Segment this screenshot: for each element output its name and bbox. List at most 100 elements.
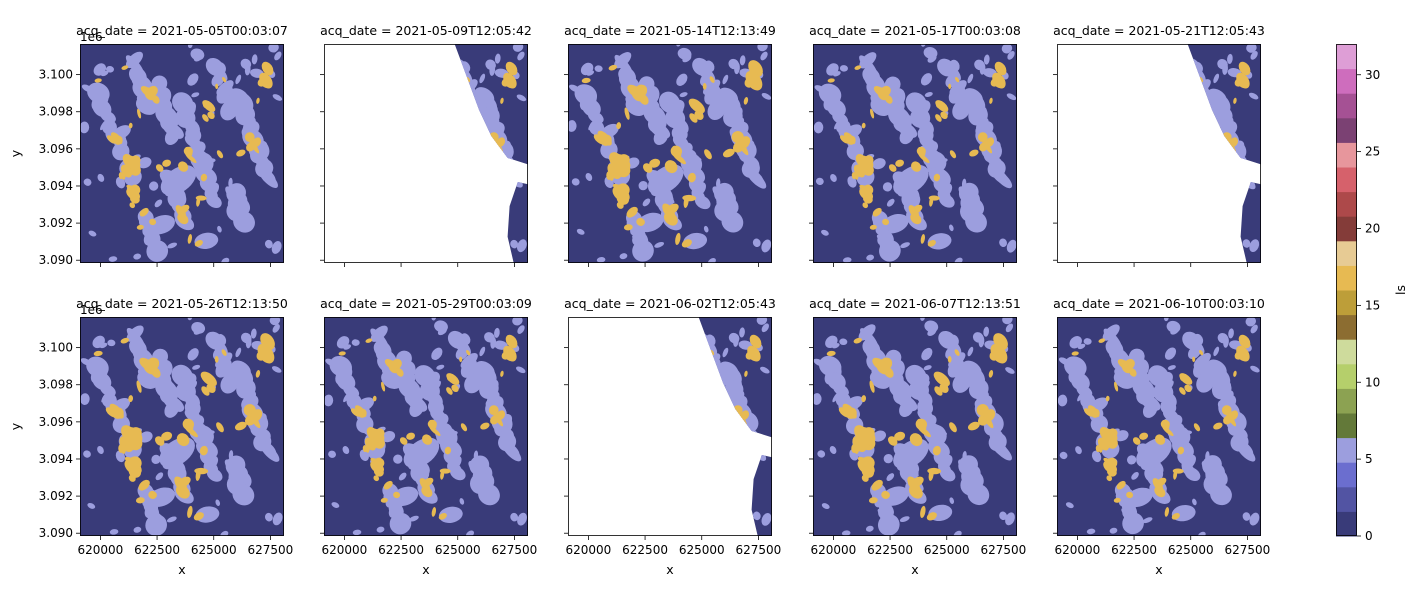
lavender-class-patch [100, 70, 109, 77]
lavender-class-patch [722, 74, 729, 85]
gold-class-patch [139, 207, 149, 217]
lavender-class-patch [665, 194, 675, 204]
lavender-class-patch [1245, 317, 1256, 327]
lavender-class-patch [921, 347, 933, 361]
gold-class-patch [1158, 436, 1165, 442]
gold-class-patch [177, 213, 189, 225]
lavender-class-patch [432, 399, 439, 405]
gold-class-patch [259, 72, 273, 89]
x-axis-label: x [178, 562, 185, 577]
lavender-class-patch [437, 327, 447, 336]
gold-class-patch [744, 370, 748, 377]
lavender-class-patch [1167, 365, 1176, 371]
lavender-class-patch [1246, 44, 1257, 53]
classification-raster [1057, 317, 1261, 536]
gold-class-patch [109, 403, 124, 419]
y-offset-label: 1e6 [80, 303, 103, 317]
lavender-class-patch [588, 99, 594, 106]
lavender-class-patch [490, 336, 497, 349]
gold-class-patch [466, 349, 471, 356]
facet-panel: acq_date = 2021-06-02T12:05:43 620000 6225… [564, 296, 781, 577]
x-tick-label: 625000 [679, 543, 725, 557]
lavender-class-patch [881, 226, 889, 234]
gold-class-patch [857, 155, 874, 170]
panel-frame [568, 44, 772, 263]
y-tick-label: 3.092 [39, 216, 73, 230]
colorbar-label: ls [1393, 285, 1408, 295]
lavender-class-patch [757, 44, 768, 52]
gold-class-patch [196, 196, 201, 207]
lavender-class-patch [251, 54, 258, 65]
gold-class-patch [503, 345, 517, 362]
gold-class-patch [687, 172, 696, 183]
gold-class-patch [368, 428, 385, 443]
lavender-class-patch [438, 506, 463, 523]
colorbar-tick-label: 25 [1365, 145, 1380, 159]
gold-class-patch [1179, 373, 1193, 385]
lavender-class-patch [682, 54, 692, 63]
lavender-class-patch [410, 463, 430, 483]
lavender-class-patch [1086, 528, 1096, 535]
lavender-class-patch [1164, 347, 1177, 360]
gold-class-patch [129, 202, 136, 209]
gold-class-patch [495, 137, 506, 148]
lavender-class-patch [949, 497, 955, 504]
gold-class-patch [1116, 480, 1126, 490]
x-tick-label: 625000 [191, 543, 237, 557]
lavender-class-patch [359, 449, 369, 461]
gold-class-patch [427, 419, 437, 429]
x-tick-label: 620000 [77, 543, 123, 557]
panel-title: acq_date = 2021-05-29T00:03:09 [320, 296, 532, 311]
lavender-class-patch [839, 65, 848, 72]
lavender-class-patch [899, 400, 914, 417]
panel-frame [80, 317, 284, 536]
gold-class-patch [862, 184, 874, 196]
gold-class-patch [381, 381, 386, 392]
lavender-class-patch [216, 334, 227, 346]
lavender-class-patch [167, 242, 178, 249]
lavender-class-patch [571, 178, 580, 186]
gold-class-patch [148, 490, 157, 499]
lavender-class-patch [1001, 44, 1013, 54]
gold-class-patch [122, 426, 143, 445]
lavender-class-patch [909, 194, 919, 204]
gold-class-patch [616, 122, 622, 130]
gold-class-patch [739, 410, 750, 421]
gold-class-patch [949, 150, 957, 159]
lavender-class-patch [1187, 345, 1201, 360]
gold-class-patch [444, 446, 452, 455]
classification-raster [324, 317, 528, 536]
lavender-class-patch [883, 518, 894, 530]
panel-title: acq_date = 2021-05-09T12:05:42 [320, 23, 532, 38]
gold-class-patch [118, 172, 124, 180]
lavender-class-patch [160, 165, 197, 196]
lavender-class-patch [900, 242, 910, 249]
x-tick-label: 627500 [735, 543, 781, 557]
lavender-class-patch [101, 391, 109, 403]
colorbar-segment [1336, 93, 1357, 119]
gold-class-patch [118, 444, 124, 453]
lavender-class-patch [585, 172, 593, 181]
lavender-class-patch [999, 511, 1008, 521]
gold-class-patch [1117, 359, 1131, 370]
gold-class-patch [702, 83, 707, 90]
lavender-class-patch [202, 158, 216, 164]
gold-class-patch [990, 343, 1008, 364]
lavender-class-patch [635, 227, 643, 235]
lavender-class-patch [832, 391, 841, 403]
gold-class-patch [920, 505, 926, 519]
gold-class-patch [406, 432, 416, 440]
lavender-class-patch [201, 430, 215, 436]
lavender-class-patch [164, 400, 180, 418]
lavender-class-patch [1002, 317, 1013, 325]
lavender-class-patch [1222, 63, 1228, 75]
lavender-class-patch [832, 100, 839, 108]
lavender-class-patch [100, 110, 116, 124]
lavender-class-patch [1248, 92, 1259, 100]
lavender-class-patch [233, 211, 255, 233]
lavender-class-patch [716, 178, 721, 189]
lavender-class-patch [420, 467, 429, 477]
gold-class-patch [139, 357, 155, 371]
gold-class-patch [675, 232, 681, 246]
